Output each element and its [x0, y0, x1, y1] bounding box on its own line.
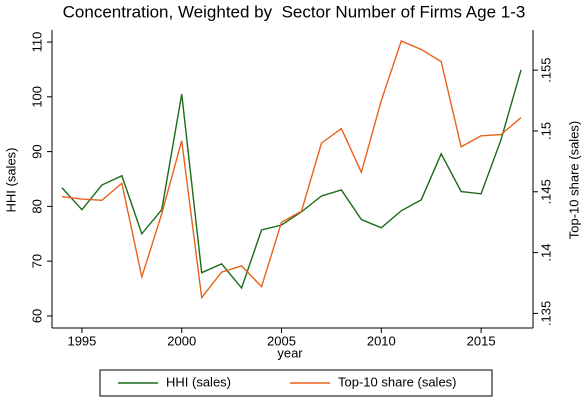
y2-tick-label: .155: [538, 57, 553, 82]
legend-label: Top-10 share (sales): [338, 374, 457, 389]
y2-tick-label: .135: [538, 301, 553, 326]
y-tick-label: 70: [29, 254, 44, 268]
series-line: [61, 69, 522, 290]
y-tick-label: 110: [29, 32, 44, 53]
y-axis-title: HHI (sales): [3, 147, 18, 212]
x-tick-label: 2000: [167, 333, 196, 348]
y2-tick-label: .14: [538, 244, 553, 262]
x-tick-label: 1995: [67, 333, 96, 348]
y-tick-label: 80: [29, 199, 44, 213]
y2-axis-title: Top-10 share (sales): [566, 121, 581, 240]
y-tick-label: 90: [29, 144, 44, 158]
y-tick-label: 100: [29, 86, 44, 108]
x-axis-title: year: [277, 345, 303, 360]
y-tick-label: 60: [29, 309, 44, 323]
y2-tick-label: .145: [538, 179, 553, 204]
x-tick-label: 2005: [267, 333, 296, 348]
legend-label: HHI (sales): [166, 374, 231, 389]
y2-tick-label: .15: [538, 122, 553, 140]
chart-title: Concentration, Weighted by Sector Number…: [63, 2, 526, 21]
series-line: [61, 40, 522, 300]
x-tick-label: 2015: [467, 333, 496, 348]
x-tick-label: 2010: [367, 333, 396, 348]
